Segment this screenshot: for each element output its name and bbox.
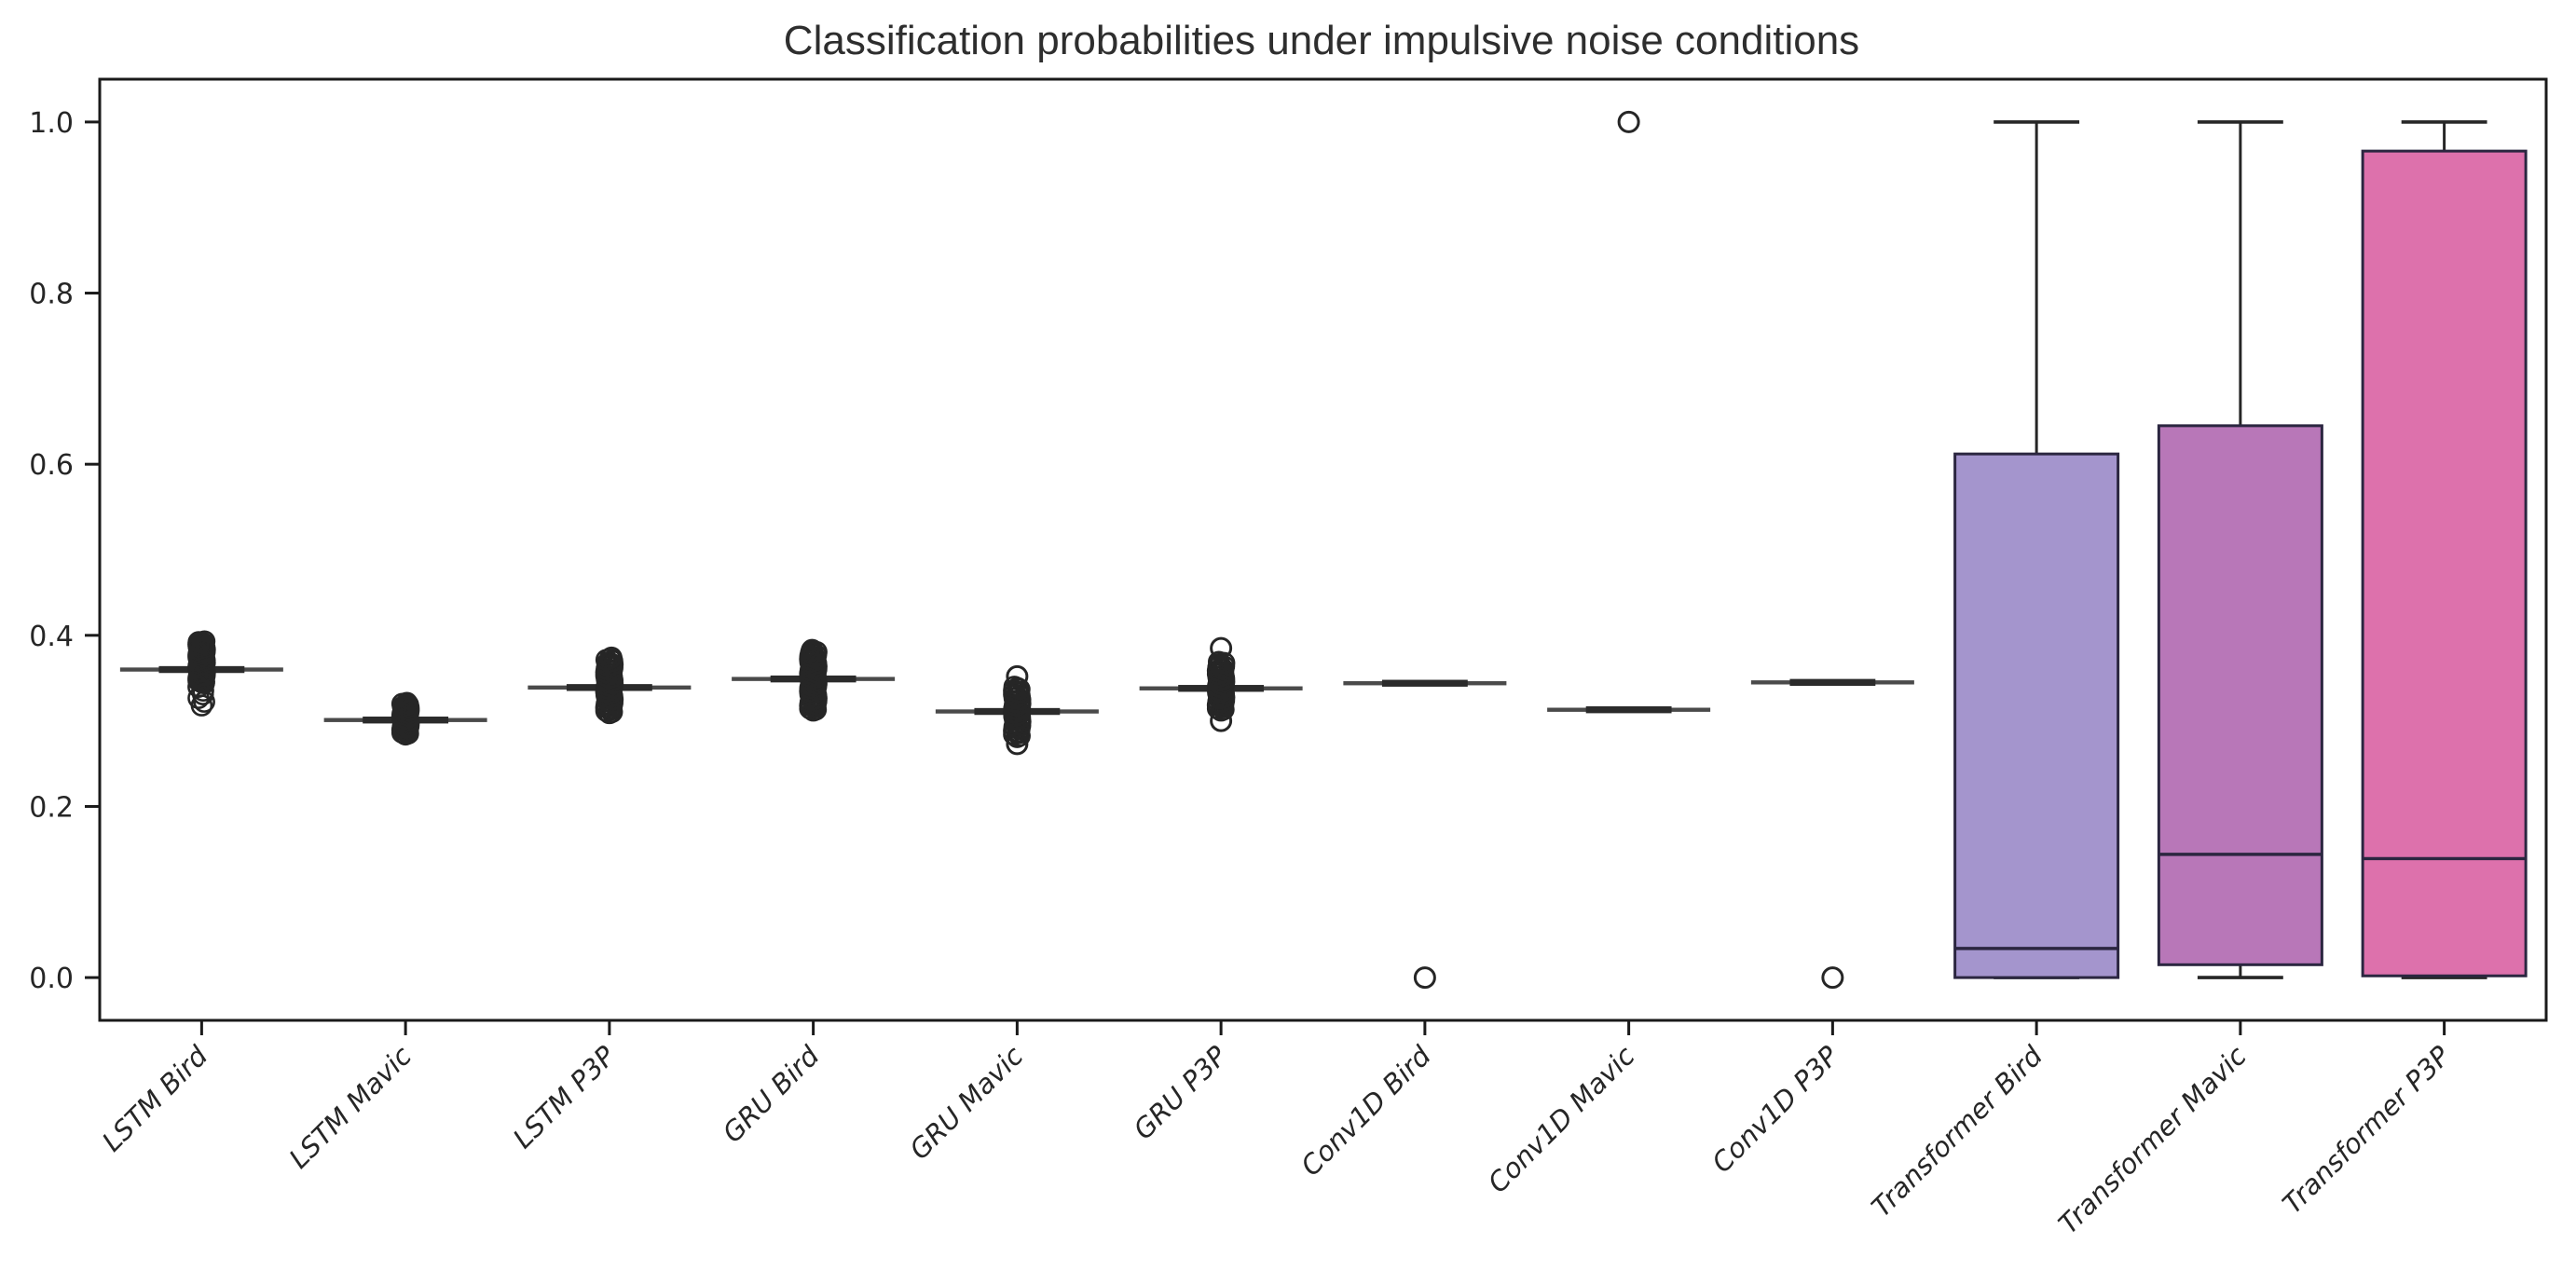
outlier-circle: [192, 679, 214, 702]
outlier-circle: [193, 672, 215, 695]
x-tick-label: Transformer Mavic: [2052, 1040, 2253, 1240]
x-tick-label: LSTM Bird: [96, 1039, 214, 1157]
x-tick-label: GRU Bird: [717, 1039, 826, 1148]
outlier-circle: [395, 691, 418, 715]
outlier-circle: [1617, 110, 1640, 133]
y-tick-label: 0.8: [29, 279, 74, 311]
outlier-circle: [1006, 732, 1029, 756]
plot-border: [98, 77, 2548, 1022]
x-tick-label: Conv1D P3P: [1706, 1040, 1845, 1180]
outlier-circle: [600, 646, 623, 669]
flat-box-line: [1381, 679, 1468, 687]
x-axis: LSTM Bird LSTM Mavic LSTM P3P GRU Bird GRU M…: [96, 1020, 2457, 1240]
outlier-circle: [1413, 966, 1436, 990]
box-lstm-p3p: [528, 646, 692, 725]
y-tick-label: 0.4: [29, 621, 74, 653]
outlier-circle: [193, 630, 216, 653]
box-lstm-bird: [119, 630, 283, 717]
y-tick-label: 0.6: [29, 449, 74, 482]
outlier-circle: [1210, 709, 1233, 732]
y-tick-label: 0.0: [29, 963, 74, 995]
box-rect: [1953, 452, 2120, 979]
x-tick-label: LSTM Mavic: [282, 1040, 418, 1175]
x-tick-label: Transformer P3P: [2276, 1040, 2457, 1221]
box-transformer-mavic: [2157, 120, 2323, 979]
box-conv1d-bird: [1343, 679, 1507, 990]
box-conv1d-mavic: [1547, 110, 1711, 714]
outlier-circle: [187, 676, 210, 699]
y-tick-label: 1.0: [29, 107, 74, 140]
box-transformer-p3p: [2361, 120, 2528, 979]
outlier-circle: [1210, 636, 1233, 660]
outlier-circle: [1006, 664, 1029, 688]
box-conv1d-p3p: [1750, 678, 1914, 990]
plot-frame: [98, 77, 2548, 1022]
flat-box-line: [1585, 706, 1672, 714]
box-gru-mavic: [935, 664, 1099, 756]
y-tick-label: 0.2: [29, 791, 74, 824]
x-tick-label: GRU Mavic: [903, 1040, 1029, 1166]
x-tick-label: Conv1D Bird: [1295, 1039, 1437, 1182]
box-transformer-bird: [1953, 120, 2120, 979]
flat-box-line: [1789, 678, 1876, 687]
x-tick-label: Transformer Bird: [1865, 1039, 2048, 1223]
box-gru-bird: [732, 638, 896, 722]
box-series: [119, 110, 2528, 990]
box-lstm-mavic: [323, 691, 487, 746]
x-tick-label: GRU P3P: [1128, 1040, 1234, 1146]
box-rect: [2361, 149, 2528, 977]
x-tick-label: LSTM P3P: [507, 1040, 622, 1155]
outlier-circle: [1821, 966, 1844, 990]
outlier-circle: [1003, 676, 1026, 698]
x-tick-label: Conv1D Mavic: [1482, 1040, 1641, 1199]
outlier-circle: [1207, 650, 1230, 674]
box-rect: [2157, 424, 2323, 966]
chart-title: Classification probabilities under impul…: [784, 18, 1859, 63]
y-axis: 0.0 0.2 0.4 0.6 0.8 1.0: [29, 107, 100, 995]
box-gru-p3p: [1139, 636, 1303, 732]
outlier-circle: [801, 638, 824, 662]
